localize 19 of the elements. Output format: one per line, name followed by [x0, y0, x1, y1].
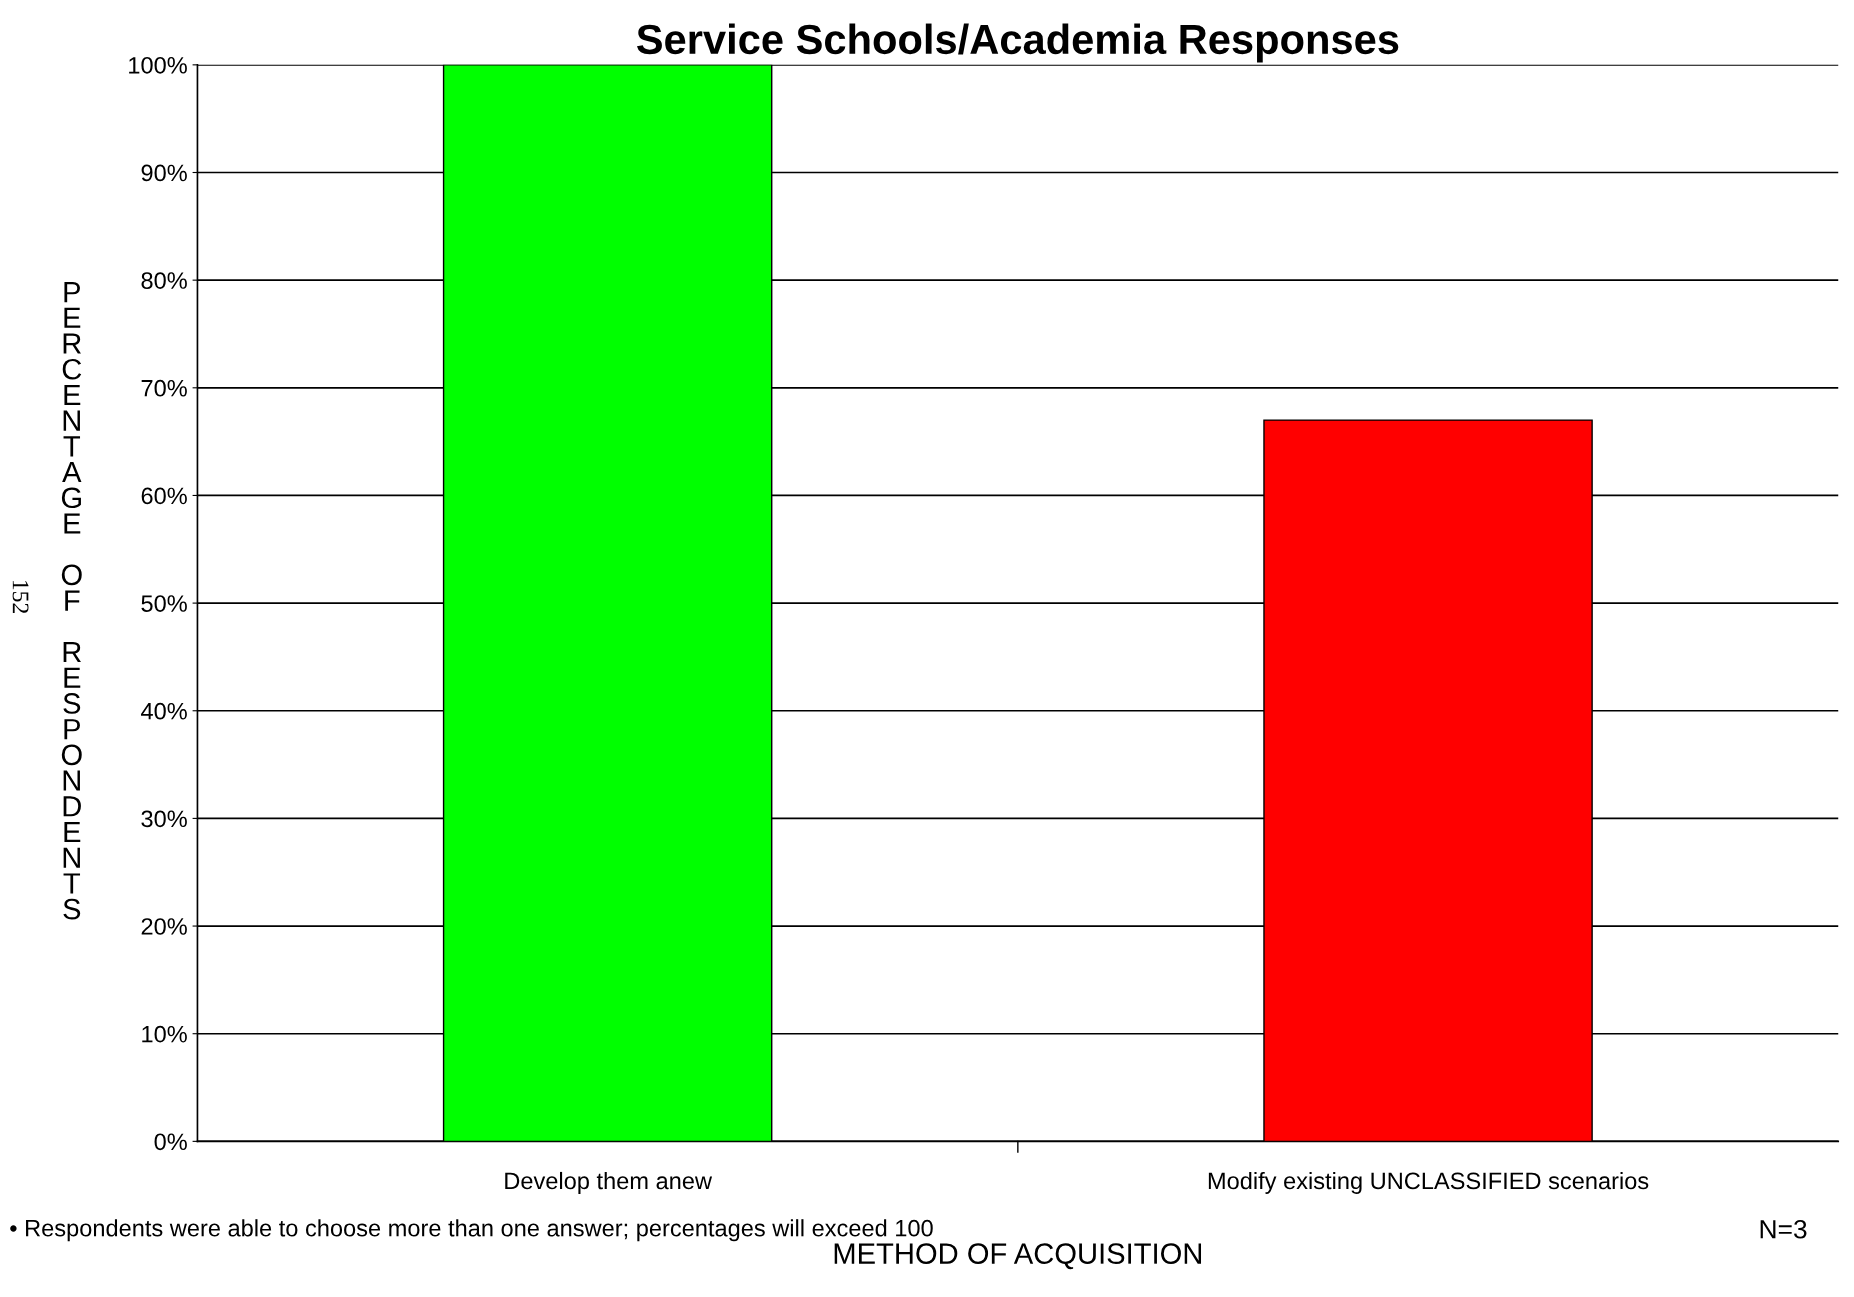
x-tick-label: Develop them anew [505, 1171, 713, 1194]
y-tick-label: 0% [154, 1133, 187, 1151]
text: N=3 [1760, 1219, 1807, 1239]
y-tick-label: 70% [141, 379, 187, 397]
chart-title: Service Schools/Academia Responses [636, 23, 1399, 63]
y-tick-label: 90% [141, 164, 187, 182]
y-tick-label: 20% [141, 918, 187, 935]
y-tick-label: 80% [141, 272, 187, 289]
y-tick-label: 10% [142, 1025, 187, 1043]
x-tick-label: Modify existing UNCLASSIFIED scenarios [1208, 1171, 1649, 1194]
text: 152 [12, 580, 29, 614]
y-tick-label: 50% [141, 595, 187, 612]
text: • Respondents were able to choose more than one answer; percentages will exceed 100 [10, 1219, 933, 1242]
y-tick-label: 40% [141, 702, 187, 720]
y-tick-label: 60% [141, 487, 187, 505]
y-tick-label: 100% [129, 56, 187, 74]
text: PERCENTAGE OF RESPONDENTS [61, 282, 82, 920]
x-axis-title: METHOD OF ACQUISITION [834, 1243, 1202, 1270]
y-tick-label: 30% [141, 810, 187, 828]
